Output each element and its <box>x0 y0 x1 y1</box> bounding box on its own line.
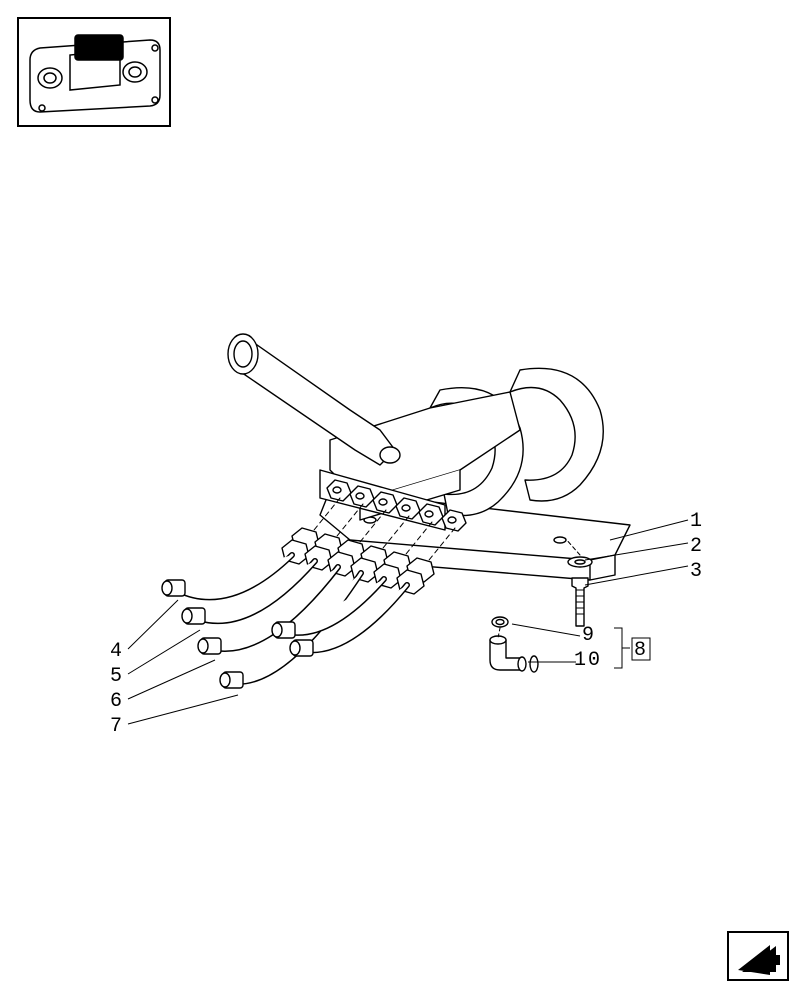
callout-4: 4 <box>110 640 124 663</box>
callout-1: 1 <box>690 510 704 533</box>
callout-8: 8 <box>634 639 648 662</box>
main-assembly <box>162 334 630 688</box>
callout-7: 7 <box>110 715 124 738</box>
hoses <box>162 528 434 688</box>
part-2-washer <box>568 557 592 567</box>
callout-5: 5 <box>110 665 124 688</box>
diagram-svg <box>0 0 808 1000</box>
thumbnail-box <box>18 18 170 126</box>
callout-9: 9 <box>582 624 596 647</box>
callout-3: 3 <box>690 560 704 583</box>
callout-2: 2 <box>690 535 704 558</box>
part-10-elbow <box>490 636 538 672</box>
callout-6: 6 <box>110 690 124 713</box>
part-8-elbow-assy <box>490 617 538 672</box>
part-4-hose <box>162 528 319 597</box>
corner-arrow-icon <box>728 932 788 980</box>
callout-10: 10 <box>574 649 602 672</box>
